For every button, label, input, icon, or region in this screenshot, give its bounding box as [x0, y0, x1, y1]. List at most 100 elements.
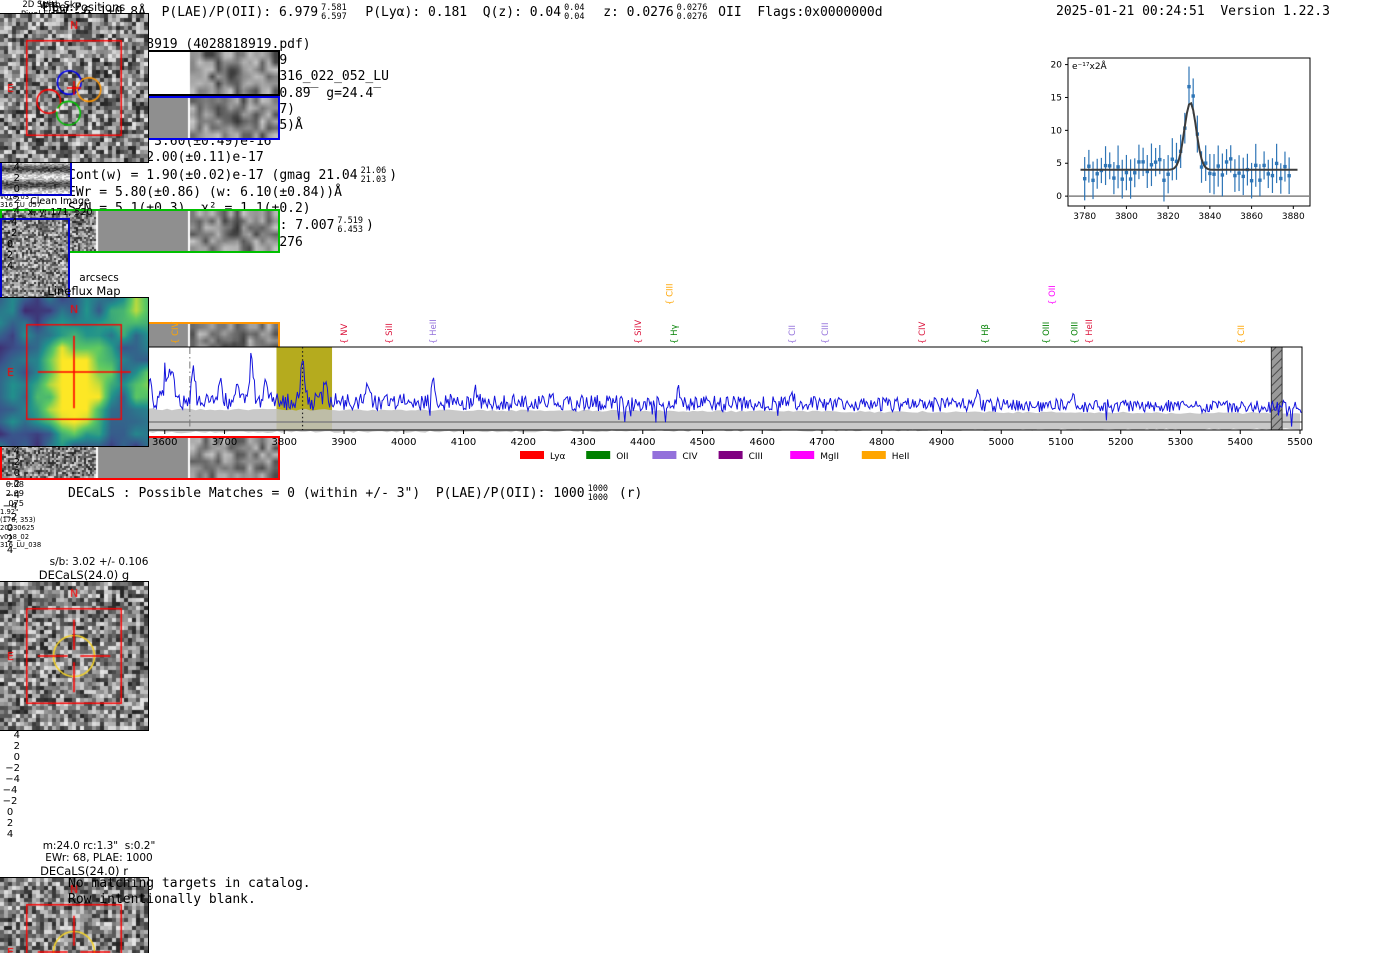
svg-text:e⁻¹⁷x2Å: e⁻¹⁷x2Å: [1072, 60, 1108, 72]
decals-matches-line: DECaLS : Possible Matches = 0 (within +/…: [68, 485, 642, 503]
svg-text:5200: 5200: [1108, 437, 1133, 448]
cutin-title: With Sky: [39, 0, 81, 11]
info-9-text-0: EWr = 5.80(±0.86) (w: 6.10(±0.84))Å: [68, 184, 342, 200]
full-spectrum-chart: 0103500360037003800390040004100420043004…: [85, 283, 1312, 462]
cutout-ytick: 2: [13, 741, 20, 752]
svg-text:4100: 4100: [451, 437, 476, 448]
emission-label-NV: { NV: [340, 324, 350, 344]
cutout-ytick: −4: [5, 490, 20, 501]
svg-text:3780: 3780: [1073, 212, 1096, 222]
cutout-title: Fiber Positions: [42, 0, 126, 14]
cutout-image-frame: [0, 297, 149, 447]
svg-text:4400: 4400: [630, 437, 655, 448]
cutout-ytick: 0: [13, 752, 20, 763]
cutout-row: Fiber Positions 4 2 0 −2 −4 −4 −2 0 2 4 arcsecs Line…: [0, 0, 198, 953]
footer-line-0: No matching targets in catalog.: [68, 876, 311, 891]
cutout-xtick: −2: [2, 796, 18, 807]
header-hilo-7: 0.0276 0.0276: [676, 3, 708, 22]
cutout-xtick: −4: [2, 217, 18, 228]
emission-label-OIII: { OIII: [1071, 322, 1081, 344]
emission-label-SiIV: { SiIV: [634, 320, 644, 344]
emission-label-HeII: { HeII: [1085, 319, 1095, 344]
decals-text-0: DECaLS : Possible Matches = 0 (within +/…: [68, 486, 436, 501]
footer-line-1: Row intentionally blank.: [68, 891, 256, 907]
info-line-8: Cont(w) = 1.90(±0.02)e-17 (gmag 21.04 21.…: [68, 165, 398, 185]
footer-notes: No matching targets in catalog. Row inten…: [68, 876, 311, 907]
spec2d-row-left-label: 0.08 2.69 075: [5, 478, 24, 508]
legend-swatch-MgII: [790, 451, 815, 459]
svg-text:4700: 4700: [809, 437, 834, 448]
decals-hilo-2: 1000 1000: [587, 484, 609, 503]
spec2d-row-right-label: 1.92" (170, 353) 20230625 v018_02 316_LU_038: [0, 507, 42, 549]
cutout-ytick: −4: [5, 774, 20, 785]
svg-text:4200: 4200: [511, 437, 536, 448]
legend-label-MgII: MgII: [820, 452, 839, 462]
cutout-title: DECaLS(24.0) g: [38, 568, 130, 582]
info-8-text-0: Cont(w) = 1.90(±0.02)e-17 (gmag 21.04: [68, 167, 358, 183]
cutout-xtick: 2: [6, 534, 14, 545]
svg-text:5: 5: [1056, 159, 1062, 169]
cutout-caption1: arcsecs: [79, 272, 119, 284]
legend-swatch-OII: [586, 451, 611, 459]
cutout-xtick: 4: [6, 545, 14, 556]
cutout-ytick: −4: [5, 206, 20, 217]
decals-text-3: (r): [611, 486, 643, 501]
svg-text:3820: 3820: [1157, 212, 1180, 222]
cutout-title: Lineflux Map: [47, 284, 121, 298]
cutout-ytick: 0: [13, 468, 20, 479]
cutout-ytick: 2: [13, 457, 20, 468]
svg-text:4500: 4500: [690, 437, 715, 448]
svg-text:15: 15: [1051, 93, 1062, 103]
info-8-text-2: ): [389, 167, 398, 183]
emission-label-CII: { CII: [1237, 325, 1247, 344]
cutout-xtick: 0: [6, 239, 14, 250]
spec2d-col-header: 2D Spec: [22, 0, 58, 10]
info-11-hilo-3: 7.519 6.453: [337, 216, 364, 236]
cutout-ytick: −2: [5, 479, 20, 490]
cutout-xtick: −4: [2, 785, 18, 796]
info-line-9: EWr = 5.80(±0.86) (w: 6.10(±0.84))Å: [68, 185, 397, 201]
header-hilo-2: 7.581 6.597: [321, 3, 347, 22]
svg-text:3860: 3860: [1240, 212, 1263, 222]
emission-label-SiII: { SiII: [385, 323, 395, 344]
svg-text:0: 0: [1056, 192, 1062, 202]
cutout-image-decals: [0, 582, 148, 730]
cutout-xtick: 0: [6, 523, 14, 534]
emission-label-OIII: { OIII: [1042, 322, 1052, 344]
cutout-xtick: −4: [2, 501, 18, 512]
cutin-subtitle: x, y: 171, 520: [27, 207, 93, 218]
emission-label-HeII: { HeII: [429, 319, 439, 344]
emission-label-Hγ: { Hγ: [670, 324, 680, 344]
cutout-ytick: −2: [5, 763, 20, 774]
decals-text-1: P(LAE)/P(OII): 1000: [435, 486, 585, 501]
legend-swatch-CIII: [718, 451, 743, 459]
svg-text:3840: 3840: [1198, 212, 1221, 222]
cutout-xtick: −2: [2, 512, 18, 523]
info-8-hilo-1: 21.06 21.03: [360, 165, 387, 185]
line-fit-inset-chart: 0 5 10 15 20 3780 3800 3820 3840 3860 3880 e⁻¹⁷x2Å: [1051, 57, 1311, 222]
svg-text:5000: 5000: [989, 437, 1014, 448]
emission-label-CIII: { CIII: [666, 283, 676, 305]
timestamp: 2025-01-21 00:24:51 Version 1.22.3: [1056, 4, 1330, 19]
svg-text:3800: 3800: [272, 437, 297, 448]
cutout-image-decals_r: [0, 878, 148, 953]
svg-text:20: 20: [1051, 61, 1063, 71]
header-text-8: OII: [710, 5, 758, 20]
header-text-3: P(Lyα): 0.181: [349, 5, 483, 20]
cutout-xtick: 0: [6, 807, 14, 818]
cutout-xtick: 2: [6, 250, 14, 261]
cutout-ytick: 4: [13, 446, 20, 457]
emission-label-Hβ: { Hβ: [981, 324, 991, 344]
header-text-9: Flags:0x0000000d: [757, 5, 883, 20]
cutout-caption1: m:24.0 rc:1.3" s:0.2": [42, 840, 156, 852]
cutout-ytick: 0: [13, 184, 20, 195]
cutout-ytick: 4: [13, 162, 20, 173]
svg-text:3700: 3700: [212, 437, 237, 448]
cutout-xtick: 2: [6, 818, 14, 829]
legend-label-Lyα: Lyα: [550, 452, 566, 462]
cutout-image-frame: [0, 581, 149, 731]
cutout-image-lineflux: [0, 298, 148, 446]
cutout-ytick: 4: [13, 730, 20, 741]
svg-text:10: 10: [1051, 126, 1063, 136]
info-11-text-4: ): [366, 218, 374, 234]
